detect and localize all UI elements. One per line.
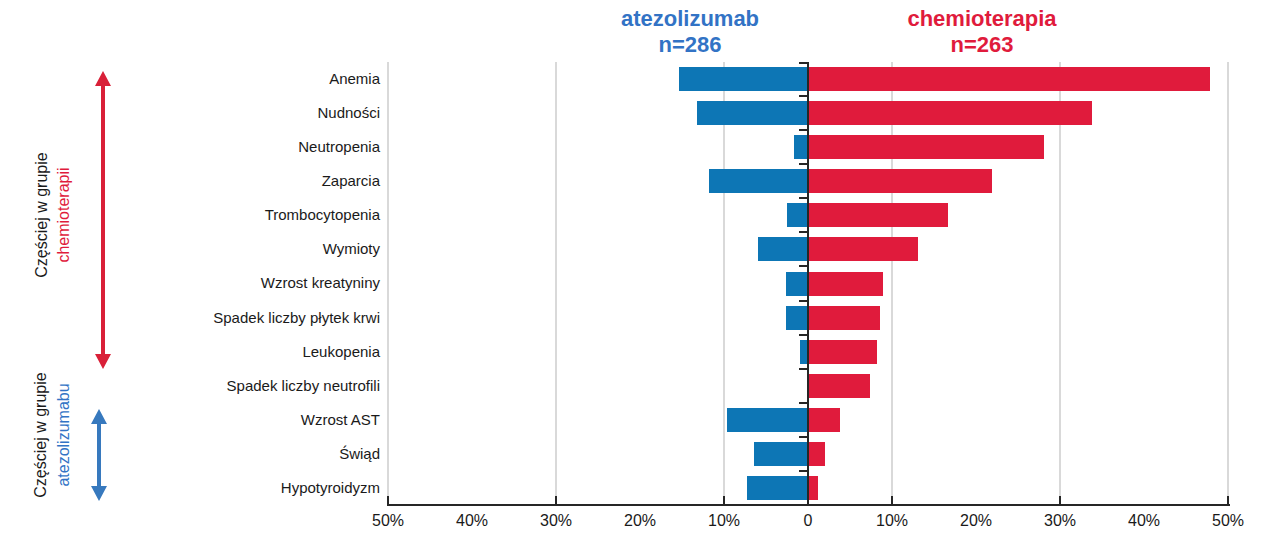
x-axis-label: 20%: [946, 512, 1006, 530]
x-axis-tick: [387, 496, 389, 504]
bar-atezolizumab: [679, 67, 808, 91]
y-axis-tick: [799, 334, 807, 336]
x-axis-label: 0: [778, 512, 838, 530]
bar-chemioterapia: [808, 135, 1044, 159]
bar-chemioterapia: [808, 476, 818, 500]
bar-chemioterapia: [808, 237, 918, 261]
y-axis-tick: [799, 265, 807, 267]
category-label: Wzrost AST: [0, 403, 380, 437]
legend-chemioterapia: chemioterapia n=263: [832, 6, 1132, 58]
x-axis-label: 30%: [1030, 512, 1090, 530]
x-axis-tick: [723, 496, 725, 504]
category-labels: AnemiaNudnościNeutropeniaZaparciaTromboc…: [0, 62, 388, 505]
category-label: Leukopenia: [0, 335, 380, 369]
legend-chemioterapia-n: n=263: [832, 32, 1132, 58]
category-label: Anemia: [0, 62, 380, 96]
bar-atezolizumab: [747, 476, 808, 500]
gridline-left-50: [387, 62, 389, 505]
bar-atezolizumab: [786, 306, 808, 330]
bar-chemioterapia: [808, 203, 948, 227]
bar-atezolizumab: [758, 237, 808, 261]
bar-chemioterapia: [808, 272, 883, 296]
category-label: Spadek liczby neutrofili: [0, 369, 380, 403]
category-label: Wymioty: [0, 232, 380, 266]
y-axis-tick: [799, 368, 807, 370]
category-label: Wzrost kreatyniny: [0, 266, 380, 300]
bar-atezolizumab: [786, 272, 808, 296]
category-label: Zaparcia: [0, 164, 380, 198]
category-label: Spadek liczby płytek krwi: [0, 301, 380, 335]
x-axis-label: 40%: [1114, 512, 1174, 530]
bar-chemioterapia: [808, 67, 1210, 91]
y-axis-tick: [799, 231, 807, 233]
bar-chemioterapia: [808, 340, 877, 364]
x-axis-label: 50%: [1198, 512, 1258, 530]
legend-atezolizumab-n: n=286: [540, 32, 840, 58]
x-axis-tick: [1059, 496, 1061, 504]
legend-atezolizumab-name: atezolizumab: [540, 6, 840, 32]
category-label: Świąd: [0, 437, 380, 471]
bar-atezolizumab: [709, 169, 808, 193]
bar-chemioterapia: [808, 169, 992, 193]
x-axis-label: 30%: [526, 512, 586, 530]
bar-atezolizumab: [727, 408, 808, 432]
x-axis-line: [387, 504, 1230, 506]
y-axis-tick: [799, 402, 807, 404]
bar-atezolizumab: [754, 442, 808, 466]
x-axis-tick: [891, 496, 893, 504]
gridline-right-50: [1227, 62, 1229, 505]
bar-atezolizumab: [697, 101, 808, 125]
gridline-right-30: [1059, 62, 1061, 505]
bar-chemioterapia: [808, 306, 880, 330]
y-axis-tick: [799, 129, 807, 131]
y-axis-line: [807, 62, 809, 505]
gridline-left-30: [555, 62, 557, 505]
gridline-left-10: [723, 62, 725, 505]
bar-chemioterapia: [808, 374, 870, 398]
y-axis-tick: [799, 197, 807, 199]
plot-area: [388, 62, 1228, 505]
y-axis-tick: [799, 300, 807, 302]
legend-chemioterapia-name: chemioterapia: [832, 6, 1132, 32]
y-axis-tick: [799, 95, 807, 97]
category-label: Nudności: [0, 96, 380, 130]
bar-atezolizumab: [794, 135, 808, 159]
category-label: Hypotyroidyzm: [0, 471, 380, 505]
y-axis-tick: [799, 470, 807, 472]
legend-atezolizumab: atezolizumab n=286: [540, 6, 840, 58]
bar-atezolizumab: [787, 203, 808, 227]
x-axis-label: 20%: [610, 512, 670, 530]
x-axis-label: 10%: [694, 512, 754, 530]
bar-chemioterapia: [808, 408, 840, 432]
x-axis-label: 50%: [358, 512, 418, 530]
y-axis-tick: [799, 62, 807, 64]
x-axis-label: 10%: [862, 512, 922, 530]
tornado-chart: atezolizumab n=286 chemioterapia n=263 C…: [0, 0, 1280, 552]
x-axis-tick: [807, 496, 809, 504]
y-axis-tick: [799, 436, 807, 438]
x-axis-label: 40%: [442, 512, 502, 530]
gridline-right-10: [891, 62, 893, 505]
x-axis-tick: [555, 496, 557, 504]
bar-chemioterapia: [808, 442, 825, 466]
y-axis-tick: [799, 163, 807, 165]
x-axis-tick: [1227, 496, 1229, 504]
category-label: Neutropenia: [0, 130, 380, 164]
bar-chemioterapia: [808, 101, 1092, 125]
category-label: Trombocytopenia: [0, 198, 380, 232]
